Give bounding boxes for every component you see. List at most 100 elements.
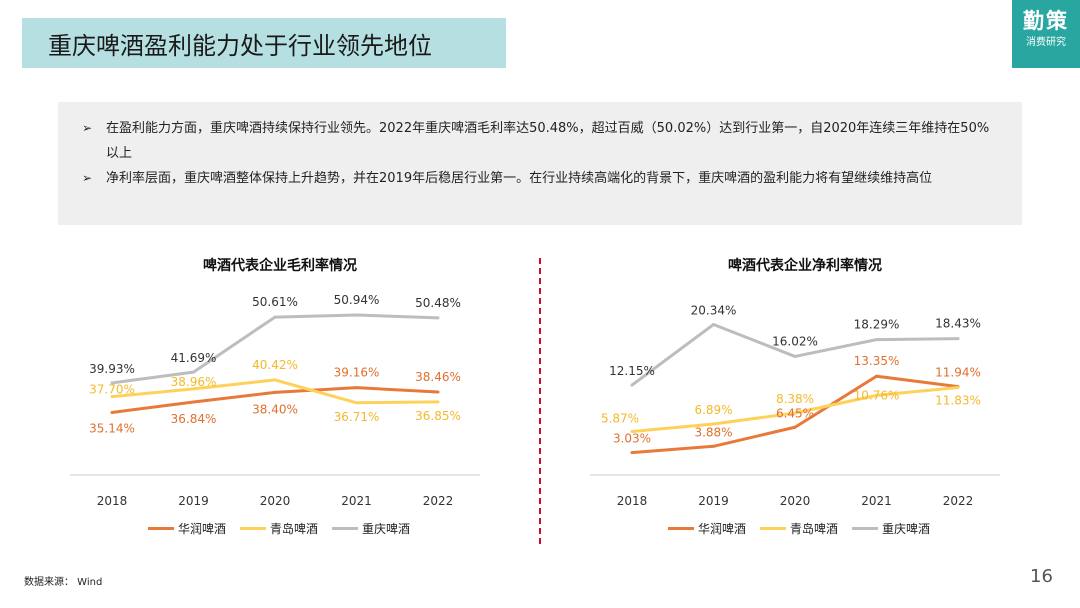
legend-swatch-chongqing bbox=[332, 527, 359, 530]
data-label-chongqing: 18.43% bbox=[935, 317, 981, 331]
legend-label: 华润啤酒 bbox=[178, 522, 227, 536]
legend-label: 青岛啤酒 bbox=[790, 522, 839, 536]
legend-item: 青岛啤酒 bbox=[760, 520, 838, 537]
data-label-qingdao: 36.85% bbox=[415, 409, 461, 423]
data-label-qingdao: 6.89% bbox=[694, 403, 732, 417]
net-margin-chart: 2018 2019 2020 2021 2022 3.03% 3.88% 6.45% 13.35… bbox=[590, 303, 1000, 508]
data-label-huarun: 38.46% bbox=[415, 370, 461, 384]
data-point-qingdao bbox=[273, 378, 277, 382]
data-label-huarun: 35.14% bbox=[89, 421, 135, 435]
data-point-chongqing bbox=[956, 337, 960, 341]
data-point-chongqing bbox=[875, 338, 878, 342]
data-label-chongqing: 50.94% bbox=[334, 293, 380, 307]
page-title-bar: 重庆啤酒盈利能力处于行业领先地位 bbox=[22, 18, 506, 68]
data-label-huarun: 3.88% bbox=[694, 425, 732, 439]
net-margin-legend: 华润啤酒 青岛啤酒 重庆啤酒 bbox=[668, 520, 930, 537]
data-point-qingdao bbox=[712, 422, 715, 426]
logo-main-text: 勤策 bbox=[1023, 9, 1069, 33]
legend-item: 重庆啤酒 bbox=[852, 520, 930, 537]
legend-swatch-huarun bbox=[668, 527, 694, 530]
legend-item: 重庆啤酒 bbox=[332, 520, 410, 537]
arrow-bullet-icon: ➢ bbox=[82, 171, 93, 185]
x-tick-label: 2018 bbox=[97, 494, 128, 508]
legend-swatch-qingdao bbox=[760, 527, 787, 530]
legend-swatch-qingdao bbox=[240, 527, 267, 530]
data-label-chongqing: 20.34% bbox=[691, 303, 737, 317]
legend-label: 华润啤酒 bbox=[698, 522, 747, 536]
data-point-chongqing bbox=[192, 370, 195, 374]
data-label-qingdao: 37.70% bbox=[89, 383, 135, 397]
legend-item: 华润啤酒 bbox=[668, 520, 746, 537]
summary-bullet-text: 在盈利能力方面，重庆啤酒持续保持行业领先。2022年重庆啤酒毛利率达50.48%… bbox=[106, 121, 990, 161]
x-tick-label: 2020 bbox=[260, 494, 291, 508]
data-label-qingdao: 10.76% bbox=[854, 388, 900, 402]
data-label-chongqing: 12.15% bbox=[609, 364, 655, 378]
data-label-huarun: 13.35% bbox=[854, 354, 900, 368]
summary-bullet-text: 净利率层面，重庆啤酒整体保持上升趋势，并在2019年后稳居行业第一。在行业持续高… bbox=[106, 171, 933, 186]
data-label-qingdao: 8.38% bbox=[776, 392, 814, 406]
data-point-qingdao bbox=[875, 393, 878, 397]
data-label-qingdao: 11.83% bbox=[935, 393, 981, 407]
page-title: 重庆啤酒盈利能力处于行业领先地位 bbox=[48, 31, 432, 60]
legend-swatch-chongqing bbox=[852, 527, 879, 530]
data-label-huarun: 11.94% bbox=[935, 366, 981, 380]
data-point-qingdao bbox=[630, 430, 634, 434]
data-point-qingdao bbox=[192, 387, 195, 391]
x-tick-label: 2018 bbox=[617, 494, 648, 508]
legend-label: 青岛啤酒 bbox=[270, 522, 319, 536]
data-label-chongqing: 16.02% bbox=[772, 334, 818, 348]
x-tick-label: 2022 bbox=[423, 494, 454, 508]
data-label-qingdao: 38.96% bbox=[171, 375, 217, 389]
data-point-qingdao bbox=[436, 400, 440, 404]
data-point-chongqing bbox=[355, 313, 358, 317]
data-point-qingdao bbox=[793, 411, 797, 415]
legend-label: 重庆啤酒 bbox=[882, 522, 931, 536]
brand-logo: 勤策 消费研究 bbox=[1012, 0, 1080, 68]
page-number: 16 bbox=[1030, 566, 1053, 587]
data-point-huarun bbox=[712, 444, 715, 448]
data-label-chongqing: 50.61% bbox=[252, 295, 298, 309]
data-point-huarun bbox=[192, 400, 195, 404]
chart-divider bbox=[539, 258, 541, 544]
net-margin-chart-title: 啤酒代表企业净利率情况 bbox=[728, 258, 882, 274]
x-tick-label: 2021 bbox=[861, 494, 892, 508]
data-point-chongqing bbox=[273, 315, 277, 319]
data-label-chongqing: 50.48% bbox=[415, 296, 461, 310]
data-point-huarun bbox=[436, 390, 440, 394]
x-tick-label: 2019 bbox=[698, 494, 729, 508]
series-line-chongqing bbox=[111, 313, 439, 385]
legend-label: 重庆啤酒 bbox=[362, 522, 411, 536]
data-label-huarun: 39.16% bbox=[334, 366, 380, 380]
legend-item: 青岛啤酒 bbox=[240, 520, 318, 537]
data-label-qingdao: 5.87% bbox=[601, 412, 639, 426]
x-tick-label: 2020 bbox=[780, 494, 811, 508]
gross-margin-chart-title: 啤酒代表企业毛利率情况 bbox=[203, 258, 357, 274]
data-label-qingdao: 36.71% bbox=[334, 410, 380, 424]
summary-bullet: ➢ 净利率层面，重庆啤酒整体保持上升趋势，并在2019年后稳居行业第一。在行业持… bbox=[82, 166, 996, 191]
data-point-chongqing bbox=[712, 322, 715, 326]
data-point-chongqing bbox=[436, 316, 440, 320]
data-source-note: 数据来源： Wind bbox=[24, 577, 103, 588]
data-label-huarun: 38.40% bbox=[252, 402, 298, 416]
data-label-huarun: 36.84% bbox=[171, 412, 217, 426]
data-point-chongqing bbox=[110, 381, 114, 385]
data-point-huarun bbox=[875, 374, 878, 378]
summary-box: ➢ 在盈利能力方面，重庆啤酒持续保持行业领先。2022年重庆啤酒毛利率达50.4… bbox=[58, 102, 1022, 225]
legend-item: 华润啤酒 bbox=[148, 520, 226, 537]
data-point-huarun bbox=[110, 410, 114, 414]
data-label-huarun: 6.45% bbox=[776, 406, 814, 420]
data-point-qingdao bbox=[355, 401, 358, 405]
legend-swatch-huarun bbox=[148, 527, 174, 530]
data-label-qingdao: 40.42% bbox=[252, 358, 298, 372]
x-tick-label: 2019 bbox=[178, 494, 209, 508]
data-point-qingdao bbox=[956, 385, 960, 389]
data-point-qingdao bbox=[110, 395, 114, 399]
data-point-chongqing bbox=[793, 354, 797, 358]
x-tick-label: 2021 bbox=[341, 494, 372, 508]
logo-sub-text: 消费研究 bbox=[1026, 37, 1066, 48]
data-point-huarun bbox=[273, 390, 277, 394]
data-point-huarun bbox=[793, 425, 797, 429]
data-label-chongqing: 41.69% bbox=[171, 351, 217, 365]
data-point-chongqing bbox=[630, 383, 634, 387]
data-point-huarun bbox=[355, 386, 358, 390]
